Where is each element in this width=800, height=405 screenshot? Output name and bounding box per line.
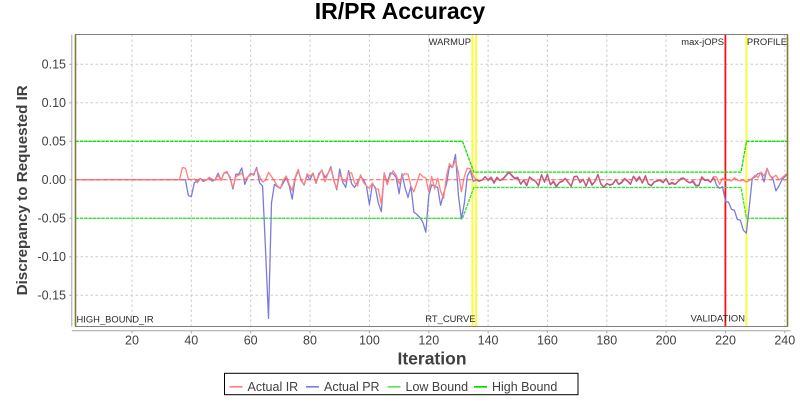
svg-text:RT_CURVE: RT_CURVE	[425, 313, 475, 324]
svg-text:IR/PR Accuracy: IR/PR Accuracy	[315, 0, 486, 24]
svg-text:0.10: 0.10	[42, 96, 66, 110]
svg-text:200: 200	[656, 334, 677, 348]
svg-text:HIGH_BOUND_IR: HIGH_BOUND_IR	[77, 314, 154, 325]
svg-text:max-jOPS: max-jOPS	[681, 36, 724, 47]
svg-text:160: 160	[537, 334, 558, 348]
svg-text:PROFILE: PROFILE	[747, 36, 787, 47]
svg-text:Actual PR: Actual PR	[324, 380, 380, 394]
svg-text:Actual IR: Actual IR	[248, 380, 299, 394]
svg-text:220: 220	[715, 334, 736, 348]
svg-text:180: 180	[596, 334, 617, 348]
svg-text:0.15: 0.15	[42, 58, 66, 72]
svg-text:Discrepancy to Requested IR: Discrepancy to Requested IR	[14, 85, 31, 295]
svg-text:0.00: 0.00	[42, 173, 66, 187]
svg-text:Iteration: Iteration	[397, 349, 466, 369]
svg-text:Low Bound: Low Bound	[406, 380, 469, 394]
svg-text:-0.05: -0.05	[38, 212, 67, 226]
svg-text:100: 100	[359, 334, 380, 348]
svg-text:40: 40	[184, 334, 198, 348]
svg-text:60: 60	[244, 334, 258, 348]
svg-text:120: 120	[418, 334, 439, 348]
svg-text:80: 80	[303, 334, 317, 348]
svg-text:20: 20	[125, 334, 139, 348]
svg-text:-0.10: -0.10	[38, 250, 67, 264]
svg-text:140: 140	[478, 334, 499, 348]
svg-text:High Bound: High Bound	[492, 380, 557, 394]
svg-text:240: 240	[774, 334, 795, 348]
svg-text:WARMUP: WARMUP	[429, 36, 471, 47]
svg-text:-0.15: -0.15	[38, 289, 67, 303]
svg-text:0.05: 0.05	[42, 135, 66, 149]
svg-text:VALIDATION: VALIDATION	[691, 313, 745, 324]
